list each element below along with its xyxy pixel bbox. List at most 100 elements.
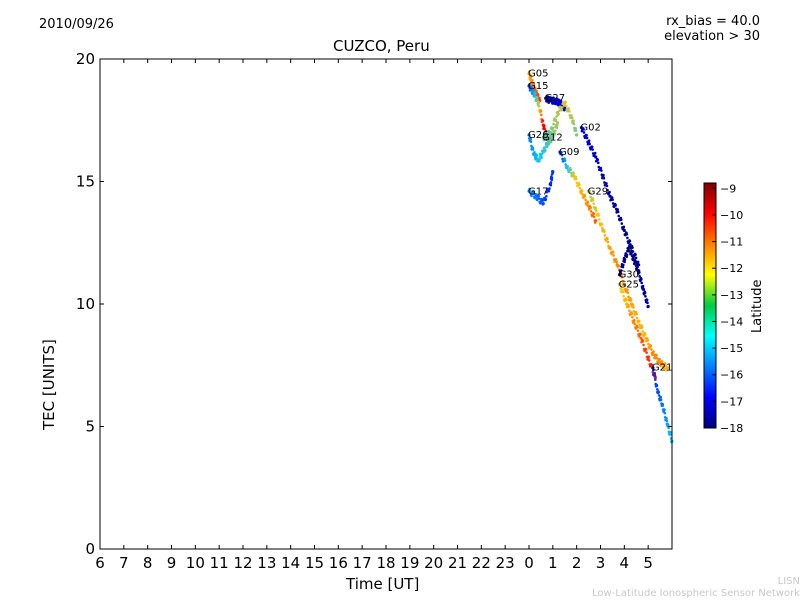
prn-label: G15 [528, 81, 548, 92]
data-point [553, 132, 557, 136]
data-point [537, 104, 541, 108]
data-point [589, 210, 593, 213]
data-point [562, 104, 566, 107]
rx-bias-label: rx_bias = 40.0 [666, 14, 760, 29]
data-point [602, 176, 606, 180]
data-point [606, 240, 610, 244]
data-point [669, 433, 672, 436]
data-point [617, 214, 621, 218]
data-point [655, 356, 659, 360]
data-point [598, 218, 601, 221]
prn-label: G17 [528, 186, 548, 197]
data-point [564, 101, 568, 104]
colorbar-tick-label: −9 [720, 182, 736, 195]
data-point [557, 109, 561, 113]
data-point [659, 395, 663, 399]
data-point [614, 258, 618, 261]
data-point [646, 339, 650, 342]
series-g09 [558, 150, 598, 224]
data-point [631, 303, 635, 307]
data-point [611, 202, 615, 205]
data-point [650, 363, 654, 367]
data-point [556, 121, 560, 125]
data-point [587, 139, 591, 142]
data-point [546, 145, 549, 148]
data-point [636, 325, 639, 329]
data-point [667, 426, 670, 430]
data-point [605, 184, 609, 188]
data-point [636, 260, 640, 264]
data-point [635, 312, 638, 316]
data-point [560, 153, 564, 157]
data-point [619, 218, 623, 221]
data-point [551, 134, 555, 138]
data-point [618, 282, 622, 286]
data-point [566, 165, 569, 168]
data-point [547, 142, 551, 145]
prn-label: G27 [545, 93, 565, 104]
data-point [636, 329, 640, 332]
data-point [533, 92, 537, 95]
data-point [539, 113, 543, 117]
data-point [574, 129, 578, 132]
data-point [589, 206, 592, 210]
x-tick-label: 1 [548, 554, 558, 572]
data-point [623, 257, 627, 261]
data-point [621, 280, 625, 283]
x-tick-label: 9 [167, 554, 177, 572]
data-point [620, 275, 624, 279]
data-point [632, 306, 635, 309]
data-point [550, 138, 553, 141]
data-point [591, 148, 594, 151]
data-point [531, 190, 535, 193]
series-g30 [617, 244, 650, 309]
data-points-layer [527, 70, 674, 444]
data-point [531, 146, 535, 149]
data-point [654, 378, 657, 381]
data-point [620, 222, 624, 225]
data-point [619, 269, 623, 272]
data-point [548, 133, 552, 137]
y-axis-ticks: 0 5 10 15 20 [76, 50, 672, 558]
data-point [634, 256, 638, 260]
data-point [535, 96, 539, 99]
data-point [623, 283, 627, 287]
data-point [538, 158, 541, 162]
x-tick-label: 11 [210, 554, 229, 572]
elevation-label: elevation > 30 [664, 29, 760, 44]
y-tick-label: 15 [76, 173, 95, 191]
series-g17 [527, 169, 555, 206]
data-point [621, 265, 625, 269]
data-point [665, 419, 669, 423]
colorbar-ticks: −9 −10 −11 −12 −13 −14 −15 −16 −17 −18 [712, 182, 743, 435]
data-point [584, 198, 587, 202]
data-point [564, 104, 568, 108]
prn-label: G05 [528, 69, 548, 80]
data-point [658, 357, 661, 361]
data-point [631, 315, 634, 319]
data-point [567, 107, 571, 110]
data-point [665, 368, 669, 372]
x-tick-label: 10 [186, 554, 205, 572]
x-tick-label: 13 [257, 554, 276, 572]
data-point [575, 133, 579, 137]
data-point [532, 192, 535, 196]
data-point [548, 130, 553, 135]
data-point [657, 390, 661, 394]
data-point [600, 169, 603, 172]
data-point [541, 201, 545, 206]
data-point [663, 362, 667, 365]
data-point [625, 255, 629, 258]
data-point [601, 226, 604, 230]
y-tick-label: 0 [85, 540, 95, 558]
data-point [592, 202, 595, 205]
data-point [629, 297, 632, 300]
series-g12 [541, 100, 579, 142]
prn-label: G09 [559, 147, 579, 158]
data-point [611, 198, 614, 201]
x-tick-label: 12 [233, 554, 252, 572]
data-point [568, 110, 571, 113]
data-point [621, 290, 625, 294]
data-point [555, 126, 559, 130]
data-point [644, 348, 648, 351]
